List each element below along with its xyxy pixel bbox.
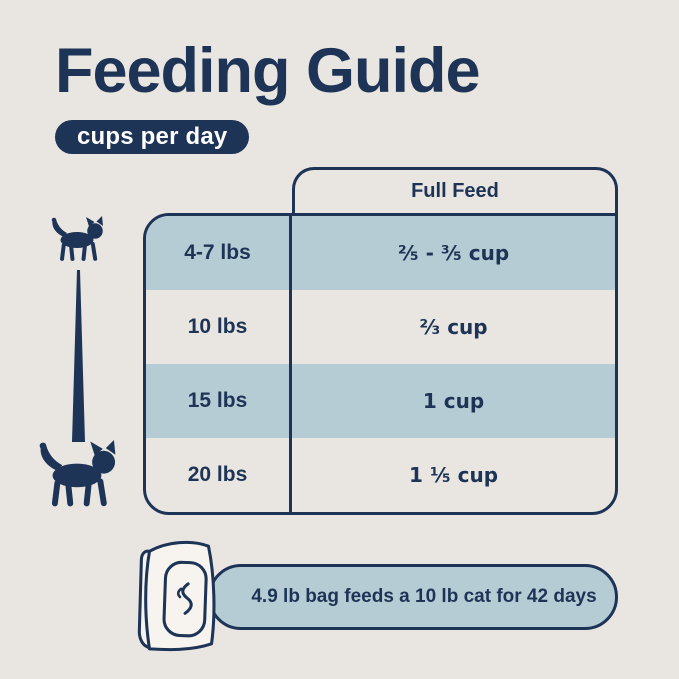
weight-cell: 20 lbs	[146, 438, 292, 512]
cups-per-day-badge: cups per day	[55, 120, 250, 154]
feeding-table: 4-7 lbs ²⁄₅ - ³⁄₅ cup 10 lbs ²⁄₃ cup 15 …	[143, 213, 618, 515]
steam-swirl-icon	[181, 582, 193, 615]
column-header-label: Full Feed	[411, 180, 499, 202]
weight-cell: 15 lbs	[146, 364, 292, 438]
table-row: 10 lbs ²⁄₃ cup	[146, 290, 615, 364]
table-row: 20 lbs 1 ¹⁄₅ cup	[146, 438, 615, 512]
amount-cell: ²⁄₃ cup	[419, 315, 488, 339]
size-taper-icon	[72, 270, 85, 442]
page-title: Feeding Guide	[55, 36, 481, 106]
amount-cell: 1 ¹⁄₅ cup	[408, 463, 499, 487]
table-row: 4-7 lbs ²⁄₅ - ³⁄₅ cup	[146, 216, 615, 290]
table-column-header-full-feed: Full Feed	[292, 167, 618, 213]
weight-cell: 4-7 lbs	[146, 216, 292, 290]
small-cat-icon	[51, 216, 103, 261]
amount-cell: ²⁄₅ - ³⁄₅ cup	[397, 241, 510, 265]
amount-cell: 1 cup	[422, 389, 485, 413]
large-cat-icon	[39, 440, 116, 507]
food-bag-icon	[137, 540, 216, 652]
table-row: 15 lbs 1 cup	[146, 364, 615, 438]
bag-note-pill: 4.9 lb bag feeds a 10 lb cat for 42 days	[208, 564, 618, 630]
weight-cell: 10 lbs	[146, 290, 292, 364]
bag-note-text: 4.9 lb bag feeds a 10 lb cat for 42 days	[251, 586, 597, 607]
